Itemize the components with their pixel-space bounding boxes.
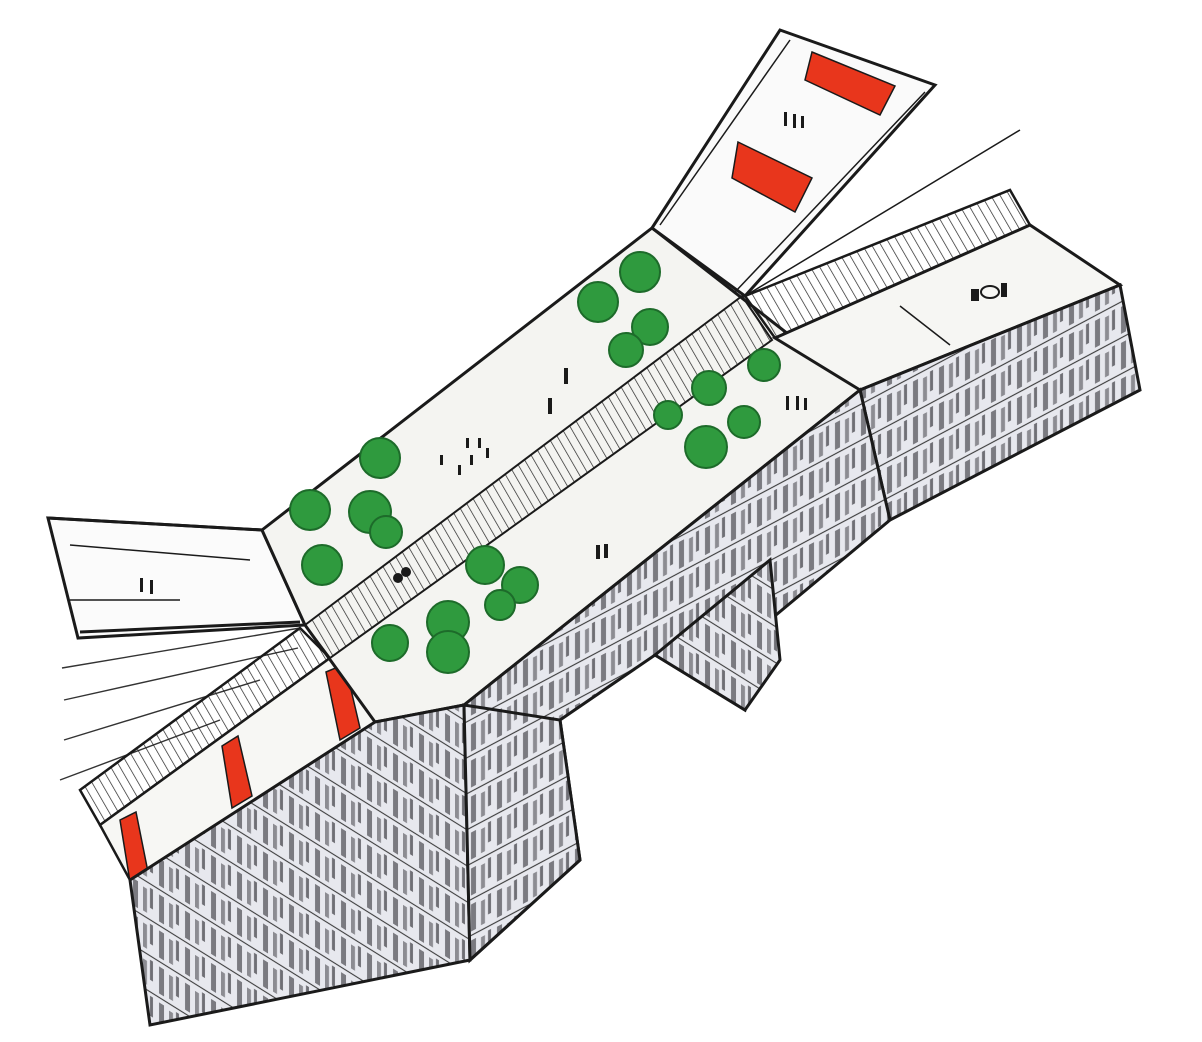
people-group [140, 578, 153, 594]
red-stair [731, 140, 814, 214]
tree [619, 251, 661, 293]
plaza-hatched-strip [303, 294, 774, 660]
tree [371, 624, 409, 662]
red-stair [221, 734, 253, 810]
tree [684, 425, 728, 469]
tree [577, 281, 619, 323]
table-and-chairs [971, 283, 1007, 301]
red-stair [804, 50, 897, 116]
tree [631, 308, 669, 346]
tree [608, 332, 644, 368]
tree [369, 515, 403, 549]
tree [691, 370, 727, 406]
tree [484, 589, 516, 621]
tree [747, 348, 781, 382]
right-lower-block [652, 557, 782, 713]
tree [465, 545, 505, 585]
trees [289, 251, 781, 674]
tree [727, 405, 761, 439]
central-cladded-column [462, 703, 582, 964]
tree [359, 437, 401, 479]
tree [653, 400, 683, 430]
tree [301, 544, 343, 586]
tree [289, 489, 331, 531]
people-group [784, 112, 804, 128]
people-on-plaza [393, 368, 807, 583]
tree [426, 630, 470, 674]
